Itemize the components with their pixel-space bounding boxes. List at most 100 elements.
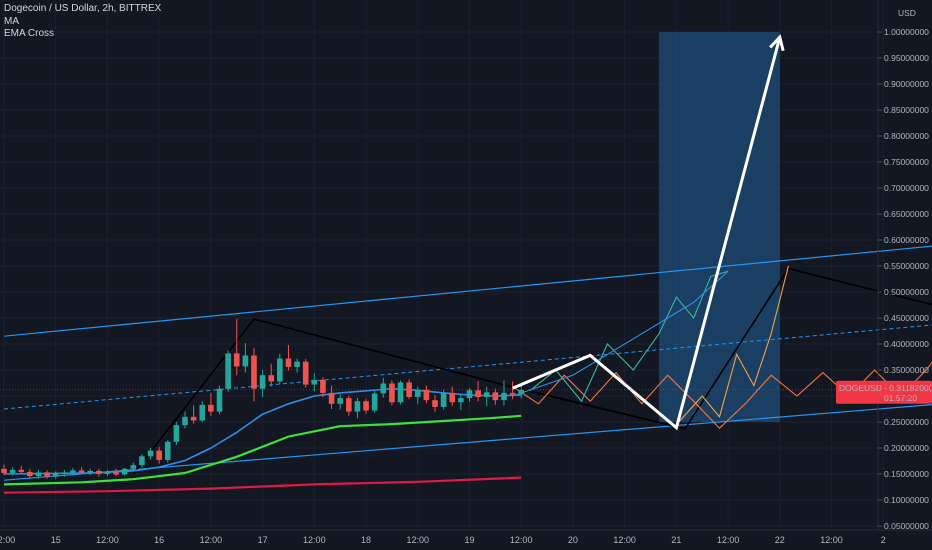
- candle-body: [61, 472, 68, 474]
- price-badge: DOGEUSD - 0.31182000 01:57:20: [836, 380, 932, 404]
- candle-body: [406, 382, 412, 398]
- price-tick-label: 0.05000000: [884, 521, 929, 531]
- candle-body: [363, 401, 369, 411]
- target-zone: [659, 32, 780, 422]
- target-zone-rect: [659, 32, 780, 422]
- orange-up-projection: [675, 265, 789, 425]
- candle-body: [337, 398, 343, 404]
- price-tick-label: 0.50000000: [884, 287, 929, 297]
- candle-body: [225, 353, 231, 389]
- candle-body: [242, 355, 249, 367]
- candle-body: [397, 382, 404, 403]
- candle-body: [414, 389, 421, 398]
- time-tick-label: 12:00: [0, 535, 15, 545]
- candle-body: [259, 375, 266, 389]
- candle-body: [27, 471, 33, 477]
- time-tick-label: 20: [568, 535, 578, 545]
- price-tick-label: 0.70000000: [884, 183, 929, 193]
- candle-body: [44, 472, 50, 477]
- candle-body: [268, 375, 275, 382]
- blue-projection: [512, 270, 729, 397]
- price-tick-label: 0.25000000: [884, 417, 929, 427]
- time-tick-label: 2: [881, 535, 886, 545]
- candle-body: [449, 392, 456, 403]
- candle-body: [492, 392, 499, 401]
- candle-body: [302, 361, 309, 385]
- candle-body: [156, 450, 162, 460]
- candle-body: [251, 355, 257, 389]
- candle-body: [432, 400, 438, 407]
- candle-body: [475, 390, 481, 398]
- indicator-ema-line: [3, 414, 522, 486]
- indicator-ema-cross[interactable]: EMA Cross: [4, 28, 55, 39]
- candle-body: [173, 425, 180, 442]
- price-tick-label: 0.85000000: [884, 105, 929, 115]
- candle-body: [78, 470, 85, 473]
- candle-body: [354, 401, 361, 412]
- candle-body: [182, 416, 188, 426]
- candle-body: [35, 472, 42, 477]
- chart-legend: Dogecoin / US Dollar, 2h, BITTREX MA EMA…: [4, 3, 161, 41]
- candle-body: [130, 465, 137, 469]
- candle-body: [380, 383, 387, 394]
- candle-body: [1, 468, 7, 473]
- projection-overlay: [0, 34, 878, 431]
- candle-body: [18, 469, 25, 472]
- time-tick-label: 19: [464, 535, 474, 545]
- candle-body: [285, 358, 292, 367]
- time-tick-label: 12:00: [406, 535, 429, 545]
- candle-body: [311, 379, 318, 385]
- candle-body: [483, 392, 490, 398]
- time-tick-label: 12:00: [200, 535, 223, 545]
- candle-body: [104, 471, 111, 474]
- time-tick-label: 12:00: [510, 535, 533, 545]
- indicator-lines: [3, 387, 522, 494]
- price-badge-bg: [836, 380, 932, 404]
- price-axis[interactable]: 0.05000000 0.10000000 0.15000000 0.20000000…: [877, 0, 929, 531]
- candle-body: [52, 474, 59, 477]
- candle-body: [139, 456, 145, 466]
- price-tick-label: 0.95000000: [884, 53, 929, 63]
- candle-body: [423, 389, 430, 401]
- symbol-title[interactable]: Dogecoin / US Dollar, 2h, BITTREX: [4, 3, 162, 14]
- time-tick-label: 17: [258, 535, 268, 545]
- price-tick-label: 1.00000000: [884, 27, 929, 37]
- candle-body: [466, 390, 473, 399]
- candle-body: [96, 470, 102, 474]
- candle-body: [233, 353, 240, 367]
- time-tick-label: 12:00: [820, 535, 843, 545]
- candle-body: [199, 404, 206, 421]
- candles: [1, 319, 524, 479]
- wedge-line: [512, 385, 686, 430]
- price-tick-label: 0.65000000: [884, 209, 929, 219]
- candle-body: [458, 398, 464, 403]
- projected-path: [512, 36, 782, 431]
- candle-body: [440, 392, 447, 407]
- price-badge-symbol: DOGEUSD: [839, 383, 882, 393]
- price-tick-label: 0.90000000: [884, 79, 929, 89]
- orange-projection: [512, 361, 932, 429]
- time-tick-label: 12:00: [717, 535, 740, 545]
- time-tick-label: 18: [361, 535, 371, 545]
- channel-mid-line: [3, 324, 932, 410]
- indicator-ma-line: [3, 387, 522, 475]
- channel-lower-line: [3, 404, 932, 481]
- time-tick-label: 12:00: [96, 535, 119, 545]
- price-badge-countdown: 01:57:20: [884, 393, 917, 403]
- price-tick-label: 0.10000000: [884, 495, 929, 505]
- time-axis[interactable]: 12:00 15 12:00 16 12:00 17 12:00 18 12:00 19 12:00…: [0, 529, 932, 545]
- currency-label: USD: [898, 8, 916, 18]
- candle-body: [164, 441, 171, 460]
- time-tick-label: 12:00: [613, 535, 636, 545]
- candle-body: [277, 358, 283, 382]
- teal-projection: [529, 270, 729, 403]
- price-badge-value: - 0.31182000: [884, 383, 932, 393]
- channel-upper-line: [3, 245, 932, 337]
- drawings: [3, 245, 932, 481]
- indicator-ma[interactable]: MA: [4, 15, 19, 27]
- time-tick-label: 22: [775, 535, 785, 545]
- price-tick-label: 0.35000000: [884, 365, 929, 375]
- candle-body: [208, 404, 214, 412]
- candle-body: [70, 470, 76, 473]
